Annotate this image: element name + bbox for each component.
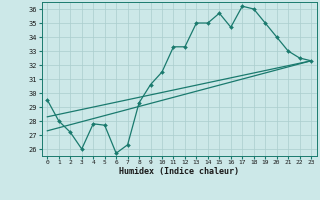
X-axis label: Humidex (Indice chaleur): Humidex (Indice chaleur) [119,167,239,176]
